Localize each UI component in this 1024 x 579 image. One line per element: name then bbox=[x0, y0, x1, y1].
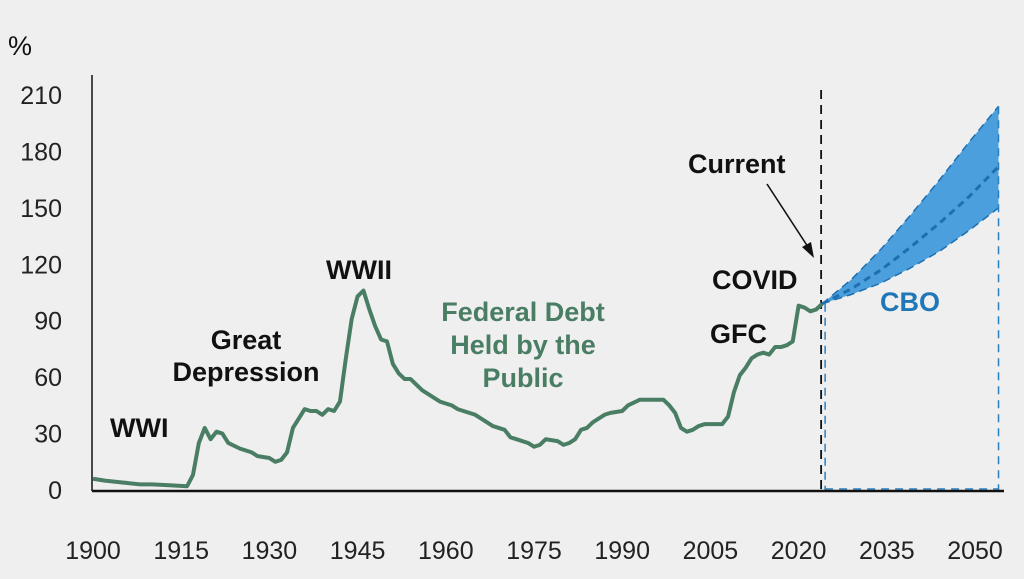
current-arrow-line bbox=[766, 183, 811, 251]
x-tick-label: 1990 bbox=[594, 537, 650, 565]
series-label-line1: Federal Debt bbox=[441, 297, 605, 327]
y-tick-label: 30 bbox=[34, 421, 62, 449]
y-tick-label: 210 bbox=[20, 82, 62, 110]
cbo-central-line bbox=[821, 165, 1000, 306]
annotation-wwi: WWI bbox=[110, 413, 169, 443]
y-tick-label: 60 bbox=[34, 364, 62, 392]
y-tick-label: 180 bbox=[20, 138, 62, 166]
annotation-cbo: CBO bbox=[880, 287, 940, 317]
current-arrow-head bbox=[802, 242, 814, 258]
annotation-covid: COVID bbox=[712, 265, 798, 295]
y-axis-label: % bbox=[8, 31, 33, 61]
annotation-gfc: GFC bbox=[710, 319, 767, 349]
x-tick-label: 2050 bbox=[947, 537, 1003, 565]
series-label: Federal Debt Held by the Public bbox=[418, 296, 628, 395]
annotation-great-depression-line1: Great bbox=[210, 325, 282, 355]
annotation-great-depression: Great Depression bbox=[160, 324, 332, 388]
cbo-range-band bbox=[822, 106, 999, 304]
annotation-wwii: WWII bbox=[326, 255, 392, 285]
x-tick-label: 2035 bbox=[859, 537, 915, 565]
series-label-line2: Held by the bbox=[450, 330, 596, 360]
x-tick-label: 1945 bbox=[330, 537, 386, 565]
y-tick-label: 150 bbox=[20, 195, 62, 223]
federal-debt-line bbox=[92, 288, 824, 489]
annotation-current: Current bbox=[688, 149, 786, 179]
x-tick-label: 2020 bbox=[771, 537, 827, 565]
x-tick-label: 1975 bbox=[506, 537, 562, 565]
annotation-great-depression-line2: Depression bbox=[172, 357, 320, 387]
x-tick-label: 1900 bbox=[65, 537, 121, 565]
x-tick-label: 1930 bbox=[242, 537, 298, 565]
series-label-line3: Public bbox=[482, 363, 564, 393]
y-tick-label: 120 bbox=[20, 251, 62, 279]
y-tick-label: 90 bbox=[34, 308, 62, 336]
x-tick-label: 2005 bbox=[683, 537, 739, 565]
cbo-lower-bound-line bbox=[821, 207, 999, 305]
x-tick-label: 1960 bbox=[418, 537, 474, 565]
y-tick-label: 0 bbox=[48, 477, 62, 505]
x-tick-label: 1915 bbox=[153, 537, 209, 565]
